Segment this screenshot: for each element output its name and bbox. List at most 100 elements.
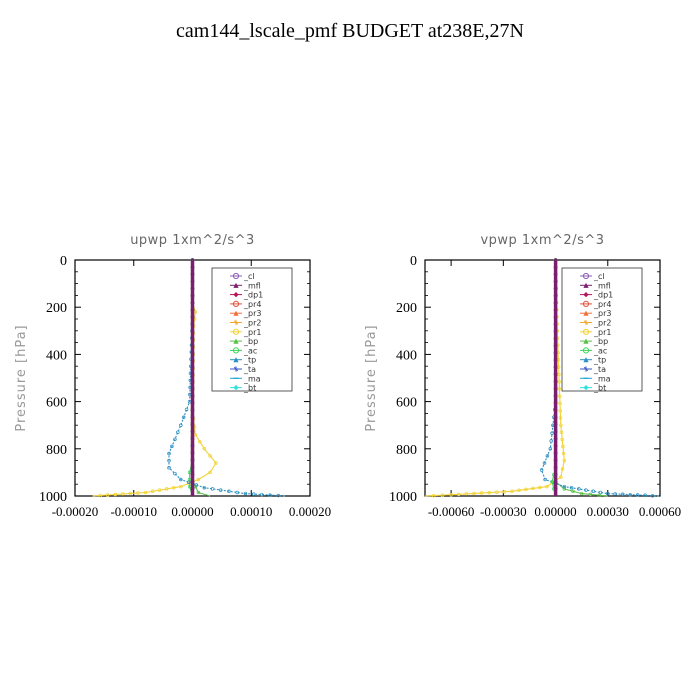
series-marker-pr1: [560, 437, 564, 442]
series-marker-pr1: [105, 493, 110, 497]
series-marker-mfl: [553, 294, 558, 298]
legend-label: _bt: [243, 384, 256, 393]
series-marker-tp: [170, 444, 174, 449]
series-marker-mfl: [190, 372, 195, 377]
series-line-bp: [191, 260, 211, 497]
legend-label: _pr4: [593, 300, 611, 309]
series-marker-bp: [562, 487, 567, 491]
x-tick-label: 0.00030: [587, 504, 629, 519]
legend-marker: [582, 328, 590, 335]
series-marker-tp: [167, 451, 171, 456]
series-marker-pr1: [171, 485, 176, 490]
x-tick-label: 0.00010: [230, 504, 272, 519]
legend-label: _pr3: [593, 309, 611, 318]
series-marker-tp: [268, 493, 272, 497]
legend-marker: [583, 292, 589, 298]
series-marker-mfl: [190, 272, 195, 277]
series-marker-pr1: [558, 408, 562, 413]
y-tick-label: 600: [396, 396, 417, 411]
series-marker-pr1: [164, 487, 169, 491]
series-marker-pr1: [157, 488, 162, 492]
series-marker-tp: [543, 477, 547, 482]
series-marker-pr1: [559, 430, 564, 435]
series-marker-tp: [643, 493, 647, 498]
series-marker-pr1: [150, 489, 155, 494]
x-tick-label: 0.00020: [289, 504, 331, 519]
figure-title: cam144_lscale_pmf BUDGET at238E,27N: [176, 20, 524, 42]
series-marker-tp: [167, 465, 171, 470]
series-marker-mfl: [190, 408, 195, 412]
series-line-tp: [541, 260, 661, 497]
legend-marker: [232, 300, 240, 307]
series-marker-mfl: [553, 487, 558, 491]
legend-marker: [583, 338, 589, 344]
series-marker-mfl: [553, 286, 558, 291]
series-marker-tp: [176, 430, 180, 435]
series-marker-mfl: [553, 329, 558, 334]
legend-label: _dp1: [243, 291, 263, 300]
series-marker-tp: [650, 493, 655, 498]
series-marker-pr1: [557, 394, 562, 398]
legend-label: _pr1: [593, 328, 611, 337]
series-marker-pr1: [121, 492, 125, 496]
series-marker-pr1: [558, 416, 563, 420]
series-marker-pr1: [214, 461, 218, 465]
chart-title: upwp 1xm^2/s^3: [130, 233, 255, 248]
legend-label: _mfl: [243, 281, 261, 290]
legend-label: _pr3: [243, 309, 261, 318]
series-marker-pr1: [495, 490, 499, 494]
series-marker-pr1: [113, 492, 118, 497]
legend-marker: [233, 357, 239, 363]
x-tick-label: 0.00000: [534, 504, 576, 519]
series-marker-bp: [597, 493, 601, 497]
series-marker-mfl: [190, 301, 195, 305]
series-marker-pr1: [557, 379, 561, 384]
legend-label: _tp: [243, 356, 256, 365]
series-marker-tp: [227, 489, 231, 494]
x-tick-label: -0.00010: [110, 504, 157, 519]
series-marker-tp: [548, 447, 553, 451]
series-marker-tp: [542, 461, 547, 465]
legend-marker: [233, 292, 239, 298]
y-tick-label: 800: [396, 443, 417, 458]
series-marker-pr1: [479, 491, 484, 495]
series-marker-tp: [218, 488, 223, 492]
series-marker-pr1: [559, 423, 563, 427]
series-marker-mfl: [190, 386, 195, 391]
legend-marker: [582, 272, 590, 280]
series-marker-mfl: [553, 301, 558, 305]
series-marker-mfl: [553, 472, 558, 477]
series-marker-mfl: [190, 308, 195, 312]
series-marker-pr1: [464, 492, 469, 496]
series-marker-pr1: [487, 490, 491, 495]
legend-marker: [583, 385, 589, 391]
y-tick-label: 1000: [39, 490, 67, 505]
series-marker-mfl: [553, 458, 558, 462]
legend-label: _bp: [593, 337, 608, 346]
series-marker-pr1: [538, 485, 542, 490]
y-axis-label: Pressure [hPa]: [14, 324, 29, 431]
series-marker-tp: [173, 437, 177, 442]
series-marker-mfl: [553, 415, 558, 420]
y-tick-label: 200: [46, 301, 67, 316]
series-marker-pr1: [517, 488, 521, 493]
series-marker-bp: [579, 491, 584, 496]
series-marker-pr1: [557, 372, 561, 377]
legend-marker: [232, 328, 240, 335]
series-marker-mfl: [553, 451, 558, 455]
series-marker-pr1: [143, 490, 148, 495]
series-marker-mfl: [190, 437, 195, 441]
legend-marker: [233, 320, 239, 325]
y-tick-label: 1000: [389, 490, 417, 505]
series-marker-tp: [179, 477, 183, 482]
series-marker-pr1: [531, 486, 535, 491]
legend-label: _pr2: [243, 319, 261, 328]
series-marker-pr1: [136, 491, 140, 495]
series-marker-pr1: [449, 493, 453, 497]
series-marker-pr1: [208, 470, 212, 475]
series-marker-mfl: [190, 286, 195, 291]
legend-marker: [583, 357, 589, 363]
y-tick-label: 0: [410, 254, 417, 269]
series-marker-mfl: [553, 351, 558, 355]
